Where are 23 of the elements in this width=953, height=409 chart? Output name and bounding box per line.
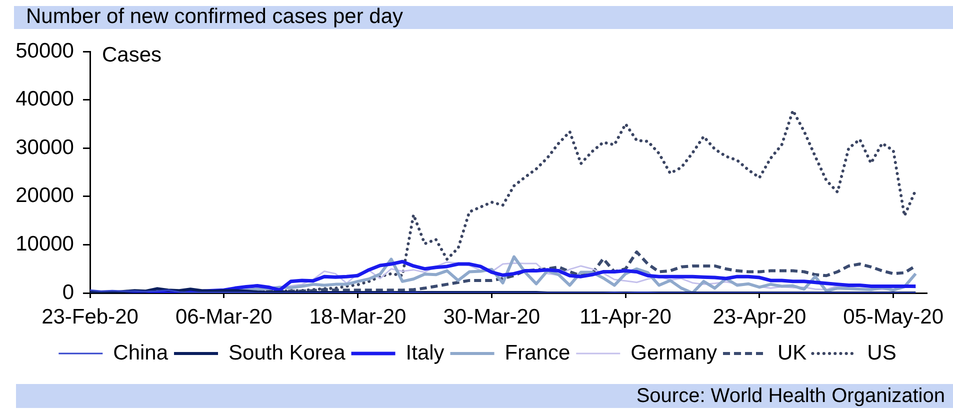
y-tick-label: 30000 xyxy=(16,136,74,159)
x-tick-label: 06-Mar-20 xyxy=(175,305,272,328)
x-tick-label: 18-Mar-20 xyxy=(309,305,406,328)
x-tick-label: 23-Feb-20 xyxy=(42,305,138,328)
y-tick-label: 20000 xyxy=(16,184,74,208)
y-tick-label: 40000 xyxy=(16,88,74,111)
legend-label: US xyxy=(867,341,896,364)
legend-label: UK xyxy=(778,341,807,364)
x-tick-label: 11-Apr-20 xyxy=(580,305,672,328)
chart-title: Number of new confirmed cases per day xyxy=(26,5,404,29)
legend-label: China xyxy=(113,341,168,364)
y-tick-label: 0 xyxy=(62,280,74,304)
source-note: Source: World Health Organization xyxy=(636,384,945,408)
legend-label: South Korea xyxy=(228,341,346,364)
y-tick-label: 50000 xyxy=(16,39,74,62)
x-tick-label: 30-Mar-20 xyxy=(443,305,540,328)
legend-label: France xyxy=(504,341,570,364)
y-axis-title: Cases xyxy=(102,43,162,66)
legend-label: Germany xyxy=(630,341,718,364)
x-tick-label: 23-Apr-20 xyxy=(712,305,806,328)
y-tick-label: 10000 xyxy=(16,232,74,256)
x-tick-label: 05-May-20 xyxy=(843,305,944,328)
legend-label: Italy xyxy=(406,341,445,364)
